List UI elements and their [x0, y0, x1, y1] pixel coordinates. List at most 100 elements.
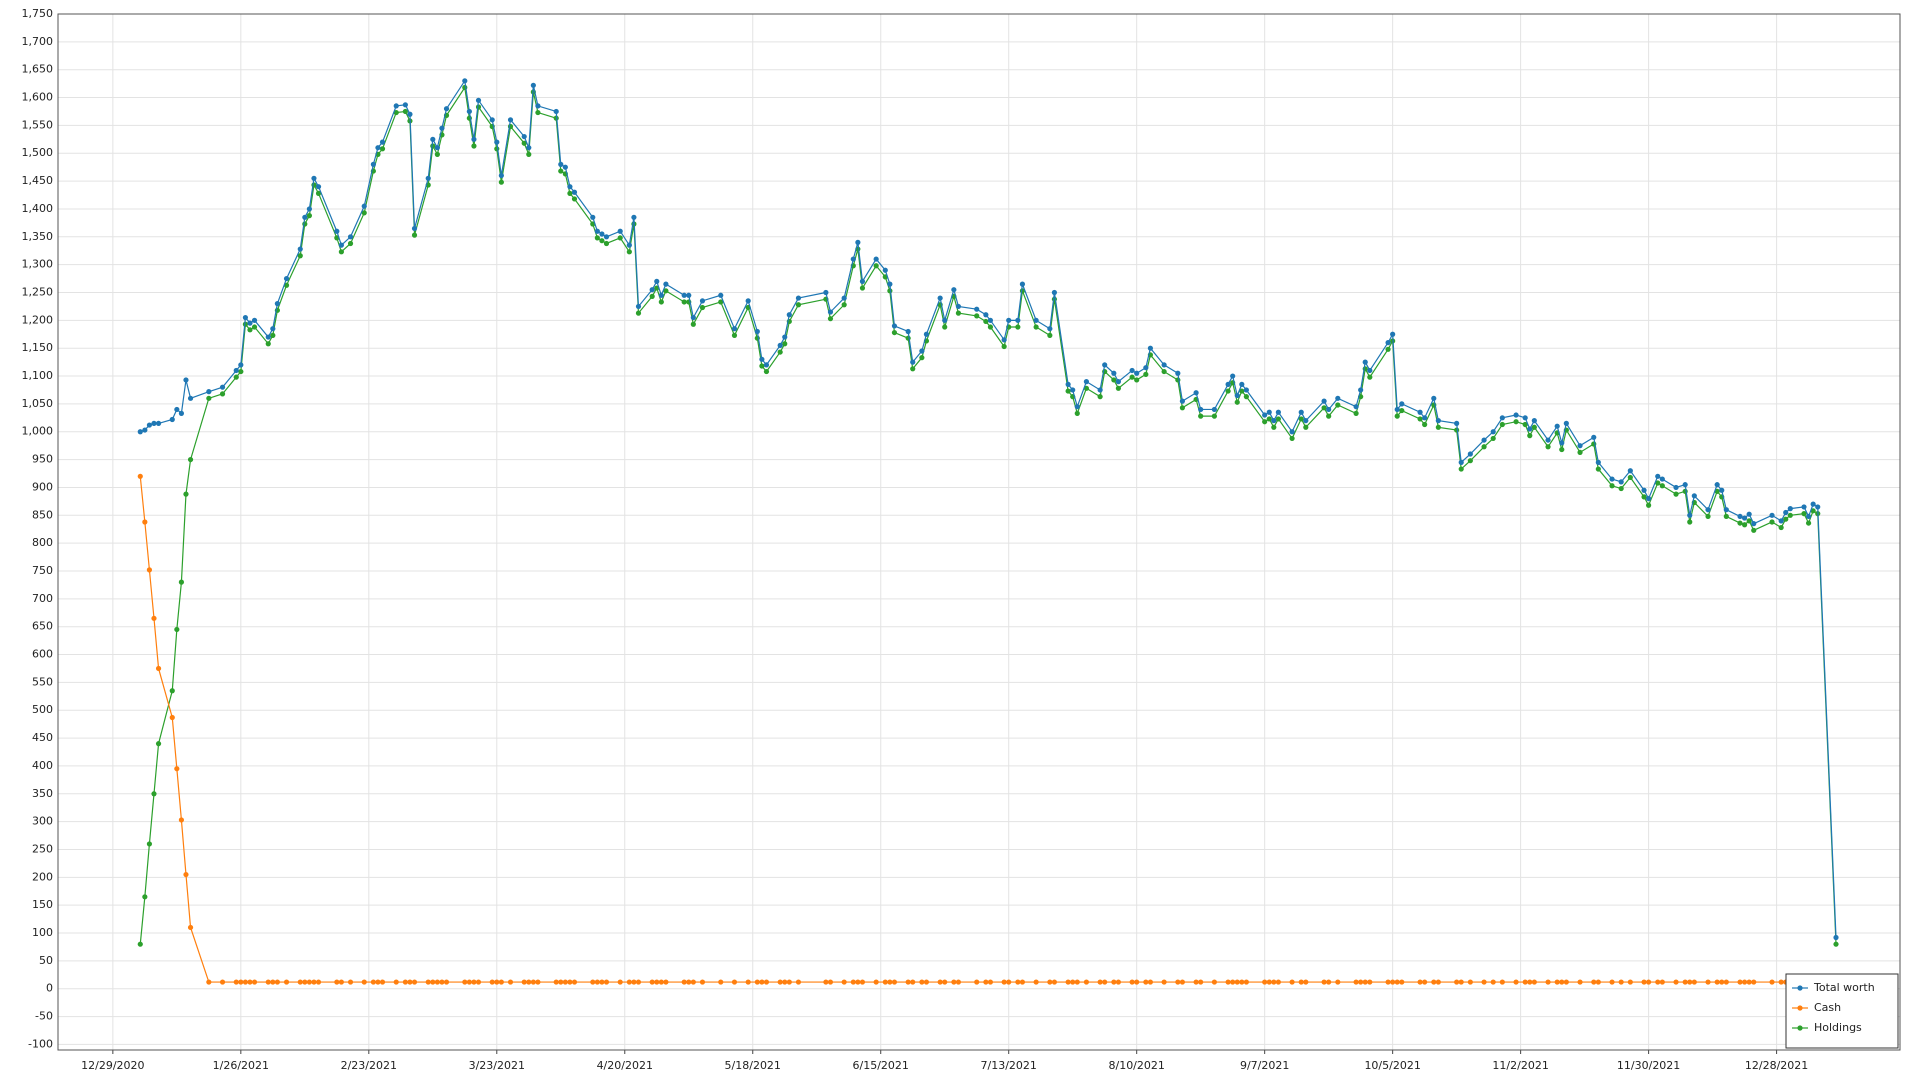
- data-point: [1513, 412, 1519, 418]
- data-point: [1458, 459, 1464, 465]
- data-point: [1234, 392, 1240, 399]
- data-point: [553, 108, 559, 115]
- data-point: [1239, 381, 1245, 387]
- data-point: [521, 979, 527, 985]
- data-point: [1659, 483, 1665, 489]
- data-point: [1618, 979, 1624, 985]
- data-point: [905, 979, 911, 985]
- data-point: [910, 366, 916, 372]
- data-point: [1083, 379, 1090, 385]
- data-point: [1051, 979, 1058, 985]
- data-point: [439, 979, 445, 985]
- data-point: [763, 362, 770, 368]
- data-point: [626, 242, 632, 248]
- data-point: [1751, 527, 1757, 533]
- data-point: [1006, 979, 1012, 985]
- data-point: [169, 416, 175, 423]
- data-point: [1129, 374, 1135, 380]
- data-point: [1230, 979, 1236, 985]
- data-point: [521, 140, 527, 146]
- data-point: [1659, 476, 1665, 482]
- x-tick-label: 10/5/2021: [1364, 1059, 1420, 1072]
- data-point: [1161, 362, 1167, 368]
- data-point: [1070, 979, 1076, 985]
- data-point: [434, 979, 440, 985]
- data-point: [238, 362, 244, 368]
- data-point: [265, 334, 271, 340]
- data-point: [1115, 979, 1122, 985]
- x-tick-label: 12/29/2020: [81, 1059, 144, 1072]
- data-point: [1015, 324, 1021, 330]
- x-tick-label: 9/7/2021: [1240, 1059, 1289, 1072]
- data-point: [471, 143, 477, 149]
- data-point: [494, 979, 500, 985]
- data-point: [183, 377, 189, 383]
- data-point: [855, 979, 861, 985]
- data-point: [754, 328, 760, 335]
- y-tick-label: 850: [32, 508, 53, 521]
- data-point: [439, 125, 445, 131]
- data-point: [425, 979, 431, 985]
- data-point: [535, 109, 541, 116]
- data-point: [1815, 504, 1821, 510]
- data-point: [1646, 502, 1652, 508]
- data-point: [841, 302, 847, 308]
- data-point: [1431, 979, 1437, 985]
- data-point: [1751, 979, 1757, 985]
- x-tick-label: 11/30/2021: [1617, 1059, 1680, 1072]
- data-point: [891, 323, 898, 329]
- data-point: [1390, 979, 1396, 985]
- data-point: [1687, 979, 1693, 985]
- data-point: [1015, 979, 1021, 985]
- data-point: [1353, 404, 1359, 410]
- data-point: [1746, 518, 1752, 524]
- data-point: [745, 979, 751, 985]
- data-point: [407, 111, 413, 117]
- data-point: [146, 567, 153, 573]
- y-tick-label: 1,300: [22, 258, 54, 271]
- data-point: [1298, 409, 1304, 415]
- data-point: [1266, 416, 1272, 422]
- data-point: [1499, 979, 1505, 985]
- data-point: [983, 979, 989, 985]
- data-point: [1047, 979, 1053, 985]
- data-point: [1083, 385, 1090, 391]
- data-point: [1385, 979, 1391, 985]
- data-point: [1198, 406, 1204, 413]
- data-point: [283, 979, 290, 985]
- data-point: [1193, 390, 1199, 396]
- y-tick-label: 100: [32, 926, 53, 939]
- data-point: [1627, 979, 1633, 985]
- data-point: [137, 473, 143, 479]
- y-tick-label: 1,700: [22, 35, 54, 48]
- data-point: [1083, 979, 1090, 985]
- data-point: [238, 368, 244, 375]
- data-point: [1234, 399, 1240, 405]
- data-point: [786, 312, 792, 318]
- data-point: [1741, 522, 1748, 528]
- data-point: [1545, 437, 1551, 443]
- data-point: [599, 231, 605, 237]
- data-point: [1321, 398, 1327, 404]
- data-point: [718, 299, 724, 305]
- data-point: [178, 410, 185, 416]
- data-point: [571, 196, 578, 202]
- y-tick-label: 0: [46, 982, 53, 995]
- data-point: [1458, 466, 1464, 472]
- data-point: [1143, 979, 1149, 985]
- data-point: [1115, 385, 1122, 391]
- data-point: [759, 363, 765, 369]
- data-point: [361, 203, 367, 209]
- data-point: [1047, 326, 1053, 332]
- data-point: [434, 145, 440, 151]
- data-point: [663, 288, 669, 294]
- data-point: [462, 78, 468, 84]
- data-point: [1705, 979, 1711, 985]
- data-point: [1805, 513, 1812, 520]
- data-point: [1143, 365, 1149, 371]
- data-point: [855, 239, 861, 245]
- data-point: [759, 979, 765, 985]
- data-point: [1481, 979, 1487, 985]
- data-point: [1266, 979, 1272, 985]
